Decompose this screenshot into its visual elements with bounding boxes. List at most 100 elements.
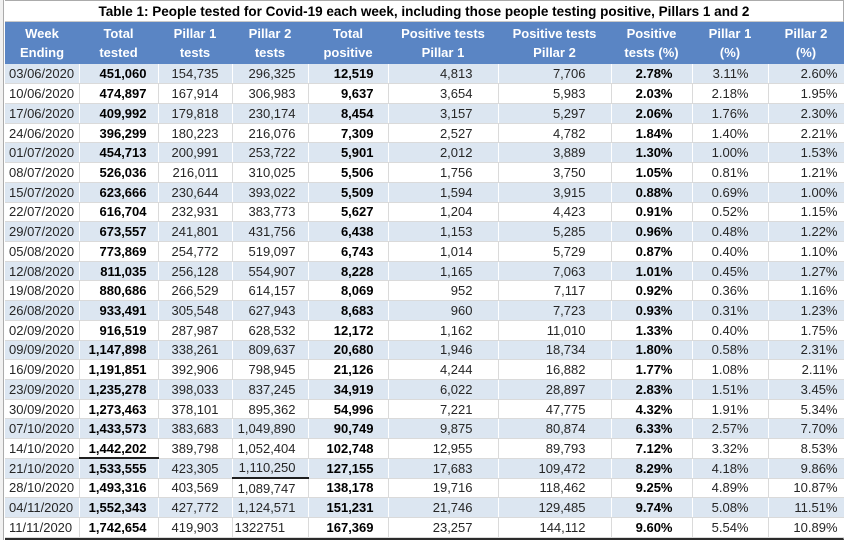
- table-cell: 12,955: [388, 438, 499, 459]
- table-cell: 2.60%: [768, 64, 844, 85]
- table-cell: 1,089,747: [232, 478, 309, 499]
- table-cell: 129,485: [498, 497, 612, 519]
- table-row: 17/06/2020 409,992 179,818 230,174 8,454 3,15…: [5, 103, 844, 124]
- table-cell: 26/08/2020: [5, 300, 80, 321]
- table-cell: 2.06%: [611, 103, 693, 124]
- table-cell: 396,299: [79, 123, 159, 144]
- table-cell: 1.21%: [768, 162, 844, 183]
- table-cell: 2.57%: [692, 418, 769, 440]
- table-row: 16/09/2020 1,191,851 392,906 798,945 21,126 4…: [5, 359, 844, 380]
- table-cell: 383,683: [158, 418, 233, 440]
- table-cell: 9.25%: [611, 478, 693, 499]
- table-cell: 19,716: [388, 478, 499, 499]
- table-row: 28/10/2020 1,493,316 403,569 1,089,747 138,1…: [5, 478, 844, 499]
- table-cell: 2,527: [388, 123, 499, 144]
- table-cell: 1,014: [388, 241, 499, 262]
- table-cell: 1,124,571: [232, 497, 309, 519]
- table-cell: 230,174: [232, 103, 309, 124]
- table-cell: 34,919: [308, 379, 389, 400]
- table-cell: 127,155: [308, 458, 389, 479]
- table-cell: 1.53%: [768, 142, 844, 164]
- table-cell: 3.45%: [768, 379, 844, 400]
- table-cell: 1,594: [388, 182, 499, 203]
- table-cell: 253,722: [232, 142, 309, 164]
- table-cell: 3,157: [388, 103, 499, 124]
- table-cell: 1.30%: [611, 142, 693, 164]
- column-header-6: Positive tests Pillar 2: [498, 22, 611, 64]
- table-cell: 167,369: [308, 517, 389, 538]
- table-cell: 1,946: [388, 340, 499, 361]
- table-cell: 109,472: [498, 458, 612, 479]
- table-cell: 17,683: [388, 458, 499, 479]
- table-cell: 1322751: [232, 517, 309, 538]
- table-cell: 266,529: [158, 280, 233, 302]
- table-cell: 167,914: [158, 83, 233, 104]
- table-cell: 0.81%: [692, 162, 769, 183]
- table-cell: 6,438: [308, 221, 389, 242]
- table-cell: 4.18%: [692, 458, 769, 479]
- table-cell: 200,991: [158, 142, 233, 164]
- table-cell: 154,735: [158, 64, 233, 85]
- sheet-edge-strip: [0, 0, 4, 540]
- table-cell: 7,309: [308, 123, 389, 144]
- table-cell: 338,261: [158, 340, 233, 361]
- table-cell: 9.60%: [611, 517, 693, 538]
- table-row: 01/07/2020 454,713 200,991 253,722 5,901 2,01…: [5, 142, 844, 164]
- table-cell: 378,101: [158, 399, 233, 420]
- table-cell: 2.18%: [692, 83, 769, 104]
- table-row: 05/08/2020 773,869 254,772 519,097 6,743 1,01…: [5, 241, 844, 262]
- table-cell: 23,257: [388, 517, 499, 538]
- table-cell: 837,245: [232, 379, 309, 400]
- table-cell: 17/06/2020: [5, 103, 80, 124]
- table-cell: 623,666: [79, 182, 159, 203]
- table-cell: 2.83%: [611, 379, 693, 400]
- table-cell: 0.45%: [692, 261, 769, 282]
- table-row: 09/09/2020 1,147,898 338,261 809,637 20,680 1…: [5, 340, 844, 361]
- table-row: 04/11/2020 1,552,343 427,772 1,124,571 151,2…: [5, 497, 844, 519]
- column-header-4: Total positive: [308, 22, 388, 64]
- table-cell: 07/10/2020: [5, 418, 80, 440]
- table-cell: 431,756: [232, 221, 309, 242]
- table-row: 07/10/2020 1,433,573 383,683 1,049,890 90,74…: [5, 418, 844, 440]
- table-cell: 21/10/2020: [5, 458, 80, 479]
- column-header-9: Pillar 2 (%): [768, 22, 844, 64]
- table-cell: 2.11%: [768, 359, 844, 380]
- table-sheet: Table 1: People tested for Covid-19 each…: [5, 0, 844, 540]
- table-cell: 20,680: [308, 340, 389, 361]
- table-cell: 28,897: [498, 379, 612, 400]
- table-cell: 1,110,250: [232, 458, 309, 480]
- table-cell: 773,869: [79, 241, 159, 262]
- table-cell: 4,244: [388, 359, 499, 380]
- table-cell: 4,423: [498, 202, 612, 223]
- table-cell: 1.01%: [611, 261, 693, 282]
- covid-testing-table: Week Ending Total tested Pillar 1 tests Pillar…: [5, 22, 844, 538]
- table-row: 14/10/2020 1,442,202 389,798 1,052,404 102,7…: [5, 438, 844, 460]
- table-cell: 1,165: [388, 261, 499, 282]
- table-cell: 14/10/2020: [5, 438, 80, 459]
- table-cell: 5.08%: [692, 497, 769, 519]
- table-cell: 1,442,202: [79, 438, 159, 460]
- table-cell: 4,813: [388, 64, 499, 85]
- table-cell: 614,157: [232, 280, 309, 302]
- table-cell: 1,204: [388, 202, 499, 223]
- table-cell: 3.11%: [692, 64, 769, 85]
- table-cell: 798,945: [232, 359, 309, 380]
- table-cell: 8.53%: [768, 438, 844, 459]
- table-cell: 11,010: [498, 320, 612, 341]
- table-cell: 3,915: [498, 182, 612, 203]
- table-cell: 18,734: [498, 340, 612, 361]
- table-cell: 895,362: [232, 399, 309, 420]
- column-header-1: Total tested: [79, 22, 158, 64]
- table-cell: 1.76%: [692, 103, 769, 124]
- table-cell: 5,729: [498, 241, 612, 262]
- column-header-0: Week Ending: [5, 22, 79, 64]
- table-cell: 2.78%: [611, 64, 693, 85]
- table-cell: 409,992: [79, 103, 159, 124]
- table-row: 30/09/2020 1,273,463 378,101 895,362 54,996 7…: [5, 399, 844, 420]
- table-row: 12/08/2020 811,035 256,128 554,907 8,228 1,16…: [5, 261, 844, 282]
- table-cell: 2,012: [388, 142, 499, 164]
- table-cell: 526,036: [79, 162, 159, 183]
- table-cell: 0.52%: [692, 202, 769, 223]
- table-cell: 23/09/2020: [5, 379, 80, 400]
- table-cell: 138,178: [308, 478, 389, 499]
